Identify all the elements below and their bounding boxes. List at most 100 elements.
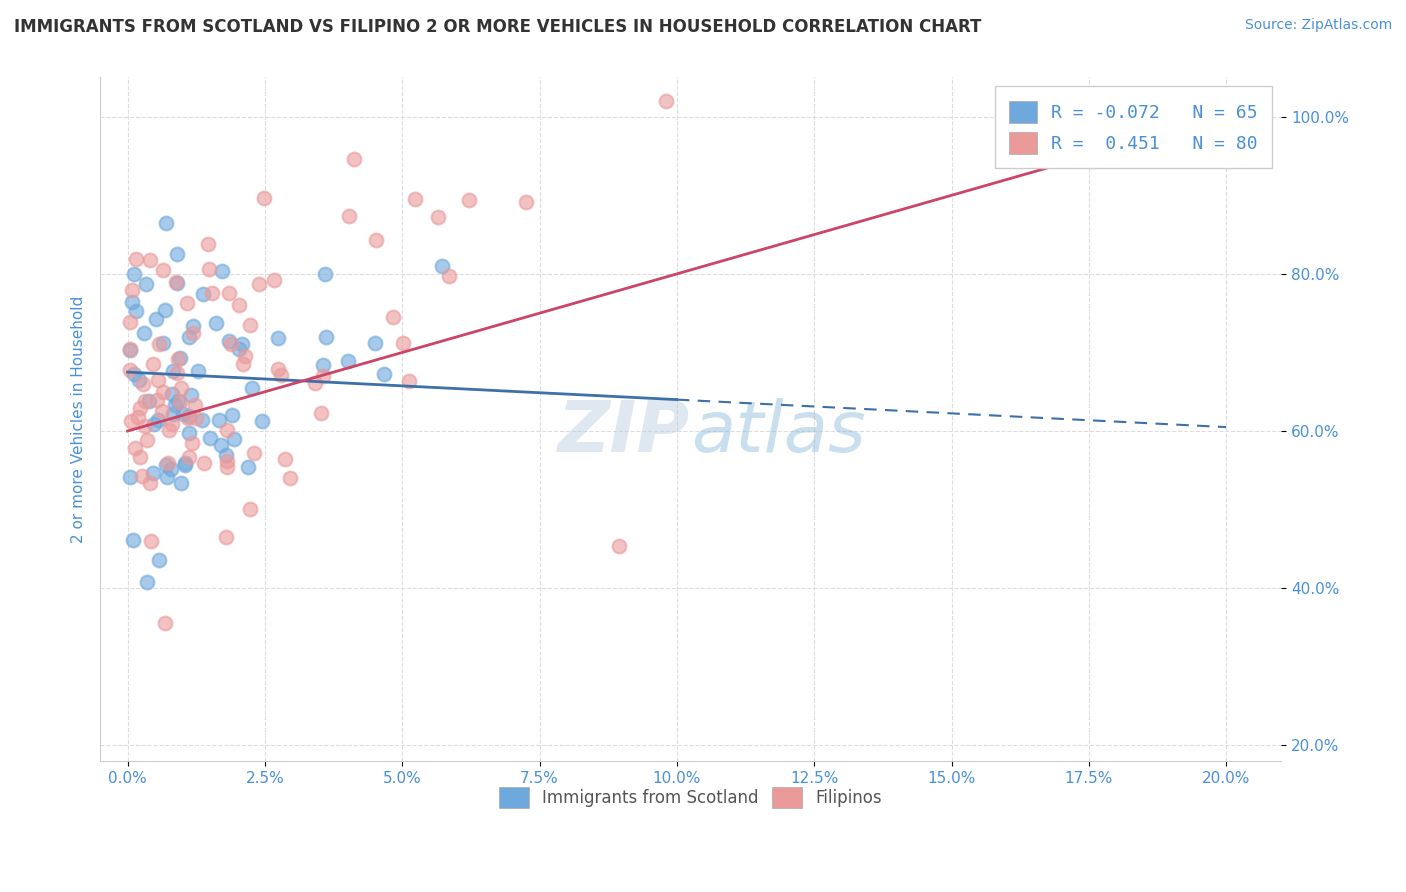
Point xyxy=(166,277,188,291)
Point xyxy=(129,450,152,464)
Text: Source: ZipAtlas.com: Source: ZipAtlas.com xyxy=(1244,18,1392,32)
Point xyxy=(373,368,395,382)
Point xyxy=(169,381,191,395)
Point xyxy=(222,432,245,446)
Point xyxy=(312,358,335,372)
Point xyxy=(304,376,326,391)
Point xyxy=(343,152,366,166)
Point xyxy=(218,285,240,300)
Point xyxy=(215,423,238,437)
Point xyxy=(228,298,250,312)
Point xyxy=(143,417,166,432)
Point xyxy=(120,343,142,357)
Point xyxy=(228,343,250,357)
Point xyxy=(177,450,200,464)
Point xyxy=(169,351,191,366)
Point xyxy=(122,367,145,381)
Point xyxy=(162,364,184,378)
Point xyxy=(193,287,215,301)
Point xyxy=(160,387,183,401)
Point xyxy=(145,393,167,408)
Point xyxy=(128,373,150,387)
Point xyxy=(139,252,162,267)
Text: atlas: atlas xyxy=(690,399,865,467)
Point xyxy=(134,419,156,434)
Point xyxy=(266,362,288,376)
Point xyxy=(148,337,170,351)
Point xyxy=(124,304,146,318)
Point xyxy=(135,433,157,447)
Point xyxy=(120,414,142,428)
Point xyxy=(125,252,148,266)
Point xyxy=(609,539,631,553)
Point xyxy=(152,404,174,418)
Point xyxy=(184,398,207,412)
Point xyxy=(152,263,174,277)
Point xyxy=(253,191,276,205)
Point xyxy=(309,406,332,420)
Point xyxy=(170,475,193,490)
Point xyxy=(146,373,169,387)
Point xyxy=(232,357,254,371)
Point xyxy=(209,438,232,452)
Point xyxy=(231,336,253,351)
Point xyxy=(134,393,156,408)
Point xyxy=(197,237,219,252)
Point xyxy=(314,267,336,281)
Point xyxy=(250,414,273,428)
Point xyxy=(176,296,198,310)
Text: ZIP: ZIP xyxy=(558,399,690,467)
Point xyxy=(364,233,387,247)
Point xyxy=(155,216,177,230)
Point xyxy=(169,394,191,409)
Point xyxy=(167,394,190,409)
Point xyxy=(200,431,222,445)
Point xyxy=(208,413,231,427)
Point xyxy=(121,295,143,310)
Point xyxy=(337,353,360,368)
Point xyxy=(177,409,200,424)
Point xyxy=(160,461,183,475)
Point xyxy=(162,407,184,421)
Point xyxy=(392,336,415,351)
Point xyxy=(215,454,238,468)
Point xyxy=(238,459,260,474)
Point xyxy=(218,334,240,348)
Point xyxy=(426,210,449,224)
Point xyxy=(155,458,177,473)
Point xyxy=(239,318,262,332)
Point xyxy=(135,277,157,291)
Point xyxy=(183,326,205,340)
Point xyxy=(172,407,194,421)
Point xyxy=(217,459,239,474)
Point xyxy=(198,261,221,276)
Point xyxy=(156,469,179,483)
Point xyxy=(193,456,215,470)
Point xyxy=(233,349,256,363)
Point xyxy=(655,94,678,108)
Point xyxy=(121,283,143,297)
Point xyxy=(180,388,202,402)
Point xyxy=(247,277,270,292)
Point xyxy=(337,209,360,223)
Point xyxy=(166,246,188,260)
Point xyxy=(239,502,262,516)
Point xyxy=(120,470,142,484)
Y-axis label: 2 or more Vehicles in Household: 2 or more Vehicles in Household xyxy=(72,295,86,543)
Point xyxy=(243,446,266,460)
Point xyxy=(177,425,200,440)
Point xyxy=(128,401,150,416)
Point xyxy=(219,337,242,351)
Legend: Immigrants from Scotland, Filipinos: Immigrants from Scotland, Filipinos xyxy=(492,780,889,814)
Point xyxy=(214,530,236,544)
Point xyxy=(120,362,142,376)
Point xyxy=(266,331,288,345)
Point xyxy=(177,329,200,343)
Point xyxy=(132,377,155,392)
Point xyxy=(181,436,204,450)
Point xyxy=(173,458,195,472)
Point xyxy=(142,467,165,481)
Point xyxy=(122,267,145,281)
Point xyxy=(127,410,149,425)
Point xyxy=(205,316,228,330)
